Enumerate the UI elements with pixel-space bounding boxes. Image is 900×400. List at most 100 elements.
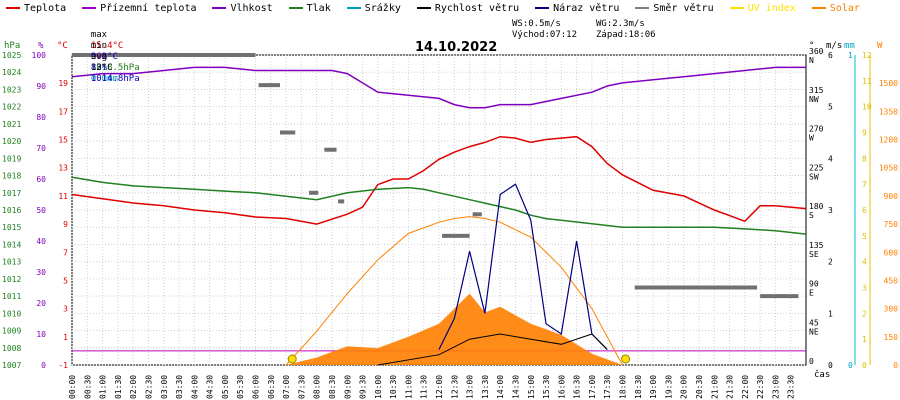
pressure-tick-label: 1022 — [2, 103, 21, 112]
pressure-tick-label: 1023 — [2, 85, 21, 94]
temperature-tick-label: 17 — [58, 107, 68, 116]
x-tick-label: 05:30 — [236, 375, 245, 399]
pressure-tick-label: 1012 — [2, 275, 21, 284]
rain-tick-label: 0 — [848, 361, 853, 370]
legend-label: Směr větru — [653, 2, 714, 14]
x-axis-label: čas — [814, 369, 830, 380]
legend-swatch — [635, 7, 650, 9]
chart-title: 14.10.2022 — [415, 40, 498, 55]
uv-tick-label: 10 — [862, 103, 872, 112]
uv-tick-label: 9 — [862, 129, 867, 138]
stats-min: min 9.2°C 83% 1014.8hPa — [80, 30, 140, 85]
x-tick-label: 00:30 — [83, 375, 92, 399]
pressure-tick-label: 1017 — [2, 189, 21, 198]
x-tick-label: 06:30 — [267, 375, 276, 399]
legend-swatch — [288, 7, 303, 9]
temperature-tick-label: -1 — [58, 361, 68, 370]
x-tick-label: 15:30 — [542, 375, 551, 399]
pressure-tick-label: 1020 — [2, 137, 21, 146]
pressure-tick-label: 1016 — [2, 206, 21, 215]
legend-label: Náraz větru — [553, 2, 620, 14]
wind-speed-tick-label: 4 — [828, 154, 833, 163]
x-tick-label: 01:30 — [114, 375, 123, 399]
wind-dir-tick-label: 90 — [809, 280, 819, 289]
legend-label: Solar — [829, 2, 860, 14]
wind-dir-tick-label: E — [809, 289, 814, 298]
legend-label: Tlak — [306, 2, 331, 14]
wind-dir-tick-label: 135 — [809, 241, 824, 250]
stats-max-label: max — [90, 30, 108, 40]
wind-dir-mark — [338, 199, 345, 204]
wind-dir-tick-label: 315 — [809, 86, 824, 95]
x-tick-label: 14:30 — [511, 375, 520, 399]
pressure-line — [71, 176, 807, 235]
pressure-axis-unit: hPa — [4, 41, 20, 51]
plot-area — [71, 53, 807, 366]
wind-speed-tick-label: 5 — [828, 103, 833, 112]
legend-swatch — [535, 7, 550, 9]
wind-dir-tick-label: 225 — [809, 163, 824, 172]
legend-label: Srážky — [364, 2, 401, 14]
wind-dir-tick-label: S — [809, 211, 814, 220]
wind-dir-tick-label: N — [809, 56, 814, 65]
x-tick-label: 16:30 — [573, 375, 582, 399]
humidity-tick-label: 90 — [36, 82, 46, 91]
x-tick-label: 01:00 — [99, 375, 108, 399]
x-tick-label: 03:30 — [175, 375, 184, 399]
sunrise-info: Východ:07:12 — [512, 30, 578, 40]
x-tick-label: 11:00 — [404, 375, 413, 399]
wind-dir-mark — [634, 285, 758, 290]
temperature-tick-label: 15 — [58, 136, 68, 145]
wind-dir-tick-label: W — [809, 134, 814, 143]
stats-min-temp: 9.2°C — [90, 52, 118, 62]
uv-tick-label: 8 — [862, 154, 867, 163]
temperature-line — [71, 135, 807, 225]
pressure-tick-label: 1011 — [2, 292, 21, 301]
solar-tick-label: 150 — [884, 333, 899, 342]
x-tick-label: 04:30 — [206, 375, 215, 399]
temperature-tick-label: 3 — [63, 305, 68, 314]
pressure-tick-label: 1024 — [2, 68, 21, 77]
legend-label: Teplota — [24, 2, 67, 14]
uv-tick-label: 1 — [862, 335, 867, 344]
pressure-tick-label: 1019 — [2, 154, 21, 163]
wind-gust-line — [438, 183, 608, 350]
solar-tick-label: 600 — [884, 248, 899, 257]
stats-max: max 15.4°C 96% 1018.5hPa 0.0mm — [80, 19, 140, 85]
legend-item: UV index — [729, 3, 796, 14]
x-tick-label: 07:00 — [282, 375, 291, 399]
wind-dir-mark — [279, 130, 296, 135]
legend-swatch — [416, 7, 431, 9]
x-tick-label: 12:00 — [435, 375, 444, 399]
wind-dir-mark — [72, 53, 256, 57]
legend: Teplota Přízemní teplota Vlhkost Tlak Srážky… — [0, 0, 900, 16]
wind-dir-mark — [472, 212, 482, 217]
x-tick-label: 09:30 — [359, 375, 368, 399]
pressure-tick-label: 1013 — [2, 258, 21, 267]
x-tick-label: 17:30 — [603, 375, 612, 399]
x-tick-label: 20:00 — [680, 375, 689, 399]
humidity-tick-label: 40 — [36, 237, 46, 246]
wind-dir-tick-label: 45 — [809, 318, 819, 327]
x-tick-label: 18:00 — [619, 375, 628, 399]
x-tick-label: 14:00 — [496, 375, 505, 399]
legend-item: Vlhkost — [212, 2, 273, 14]
legend-label: Vlhkost — [230, 2, 273, 14]
solar-area — [286, 293, 623, 365]
temperature-tick-label: 11 — [58, 192, 68, 201]
temperature-tick-label: 19 — [58, 79, 68, 88]
wind-dir-tick-label: 270 — [809, 125, 824, 134]
x-tick-label: 15:00 — [527, 375, 536, 399]
wind-dir-tick-label: 0 — [809, 357, 814, 366]
x-tick-label: 10:00 — [374, 375, 383, 399]
wind-speed-tick-label: 3 — [828, 206, 833, 215]
legend-item: Teplota — [6, 3, 66, 14]
wind-speed-info: WS:0.5m/s — [512, 19, 561, 29]
x-tick-label: 23:30 — [787, 375, 796, 399]
wind-dir-mark — [442, 233, 470, 238]
uv-tick-label: 2 — [862, 309, 867, 318]
stats-avg-temp: 12°C — [90, 63, 113, 73]
humidity-tick-label: 50 — [36, 206, 46, 215]
stats-max-press: 1018.5hPa — [90, 63, 140, 73]
